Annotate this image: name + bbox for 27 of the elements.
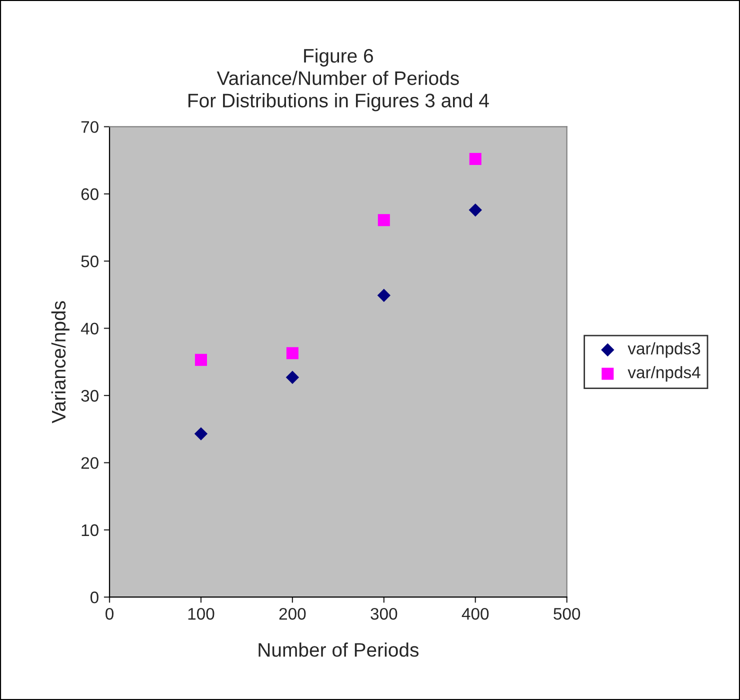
point [377, 288, 390, 302]
y-tick-label: 10 [82, 524, 98, 536]
legend-label: var/npds3 [628, 342, 700, 358]
x-tick-label: 500 [554, 608, 580, 620]
y-tick-label: 70 [81, 121, 98, 133]
y-tick-label: 30 [81, 390, 98, 402]
legend-label: var/npds4 [628, 366, 700, 382]
point [469, 152, 482, 165]
chart-title: Figure 6 Variance/Number of Periods For Distributions in Figures 3 and 4 [188, 48, 489, 112]
y-tick-label: 40 [80, 322, 98, 335]
x-tick-label: 300 [370, 608, 398, 620]
x-axis-title: Number of Periods [258, 642, 419, 657]
point [378, 214, 390, 226]
x-tick-label: 400 [462, 608, 489, 620]
y-tick-label: 20 [81, 457, 98, 469]
y-tick-label: 0 [90, 592, 98, 604]
x-tick-label: 0 [106, 608, 114, 620]
x-tick-label: 200 [279, 608, 306, 620]
point [194, 354, 207, 366]
y-tick-label: 60 [81, 188, 98, 200]
y-tick-label: 50 [81, 256, 98, 268]
point [286, 370, 300, 384]
point [286, 347, 298, 360]
point [194, 427, 208, 440]
x-tick-label: 100 [188, 608, 214, 620]
y-axis-title: Variance/npds [51, 301, 70, 424]
point [468, 203, 482, 217]
